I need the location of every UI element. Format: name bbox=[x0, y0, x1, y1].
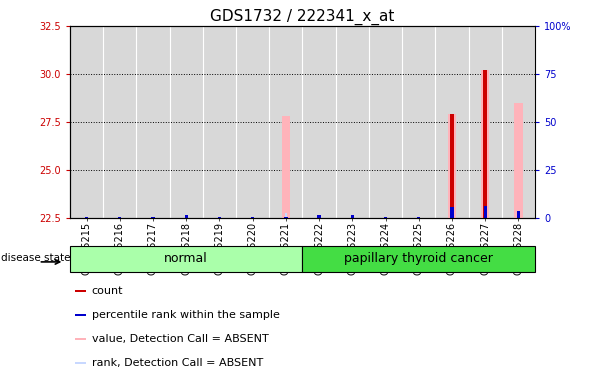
Bar bbox=[448, 114, 456, 218]
Bar bbox=[302, 246, 535, 272]
Bar bbox=[483, 70, 487, 217]
Bar bbox=[481, 70, 489, 217]
Bar bbox=[514, 103, 523, 218]
Title: GDS1732 / 222341_x_at: GDS1732 / 222341_x_at bbox=[210, 9, 395, 25]
Bar bbox=[75, 314, 86, 316]
Bar bbox=[502, 26, 535, 218]
Text: normal: normal bbox=[164, 252, 208, 265]
Bar bbox=[336, 26, 369, 218]
Text: disease state: disease state bbox=[1, 253, 71, 263]
Bar bbox=[203, 26, 236, 218]
Bar bbox=[75, 338, 86, 340]
Bar bbox=[170, 26, 203, 218]
Bar bbox=[451, 213, 454, 217]
Bar bbox=[70, 26, 103, 218]
Bar bbox=[136, 26, 170, 218]
Bar bbox=[517, 213, 520, 217]
Bar bbox=[517, 211, 520, 218]
Bar bbox=[435, 26, 469, 218]
Bar bbox=[285, 213, 287, 217]
Bar bbox=[483, 206, 487, 218]
Bar bbox=[369, 26, 402, 218]
Bar bbox=[484, 213, 486, 217]
Bar bbox=[75, 362, 86, 364]
Bar bbox=[384, 216, 387, 217]
Bar bbox=[351, 215, 354, 217]
Bar bbox=[251, 216, 254, 217]
Bar bbox=[284, 216, 288, 217]
Text: percentile rank within the sample: percentile rank within the sample bbox=[92, 310, 280, 320]
Bar bbox=[451, 207, 454, 218]
Bar bbox=[218, 216, 221, 217]
Bar bbox=[151, 216, 154, 217]
Bar bbox=[282, 116, 290, 218]
Text: rank, Detection Call = ABSENT: rank, Detection Call = ABSENT bbox=[92, 358, 263, 368]
Bar bbox=[317, 215, 321, 217]
Bar bbox=[85, 216, 88, 217]
Text: papillary thyroid cancer: papillary thyroid cancer bbox=[344, 252, 493, 265]
Bar bbox=[118, 216, 122, 217]
Bar bbox=[70, 246, 302, 272]
Text: value, Detection Call = ABSENT: value, Detection Call = ABSENT bbox=[92, 334, 268, 344]
Bar bbox=[75, 290, 86, 292]
Bar bbox=[269, 26, 303, 218]
Bar bbox=[469, 26, 502, 218]
Bar bbox=[185, 215, 188, 217]
Bar bbox=[236, 26, 269, 218]
Text: count: count bbox=[92, 286, 123, 296]
Bar bbox=[417, 216, 420, 217]
Bar bbox=[303, 26, 336, 218]
Bar bbox=[402, 26, 435, 218]
Bar bbox=[450, 114, 454, 218]
Bar bbox=[103, 26, 136, 218]
